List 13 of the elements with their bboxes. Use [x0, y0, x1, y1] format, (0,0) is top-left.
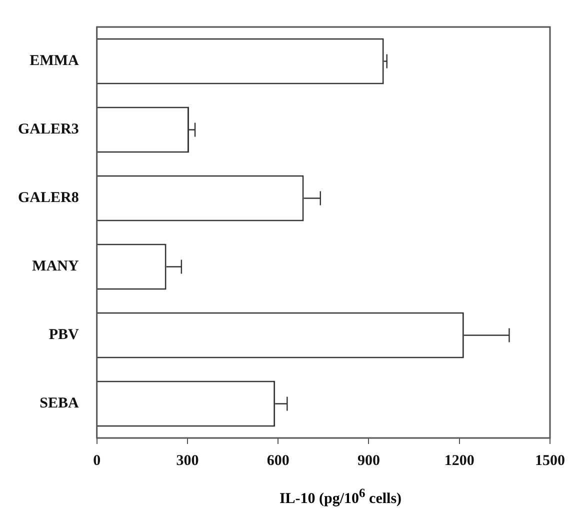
- x-axis-title: IL-10 (pg/10$^{6}$ cells): [278, 486, 403, 508]
- x-tick-label: 1500: [535, 452, 565, 469]
- y-tick-label: EMMA: [30, 53, 80, 70]
- y-tick-label: GALER8: [18, 190, 79, 206]
- y-tick-label: MANY: [32, 258, 80, 275]
- x-tick-label: 900: [357, 452, 380, 469]
- y-tick-label: PBV: [48, 327, 80, 344]
- y-tick-label: GALER3: [18, 122, 79, 138]
- x-tick-label: 0: [93, 452, 101, 469]
- y-tick-label: SEBA: [40, 396, 80, 412]
- x-tick-label: 300: [176, 452, 199, 469]
- x-tick-label: 600: [266, 452, 290, 469]
- x-tick-label: 1200: [444, 452, 474, 469]
